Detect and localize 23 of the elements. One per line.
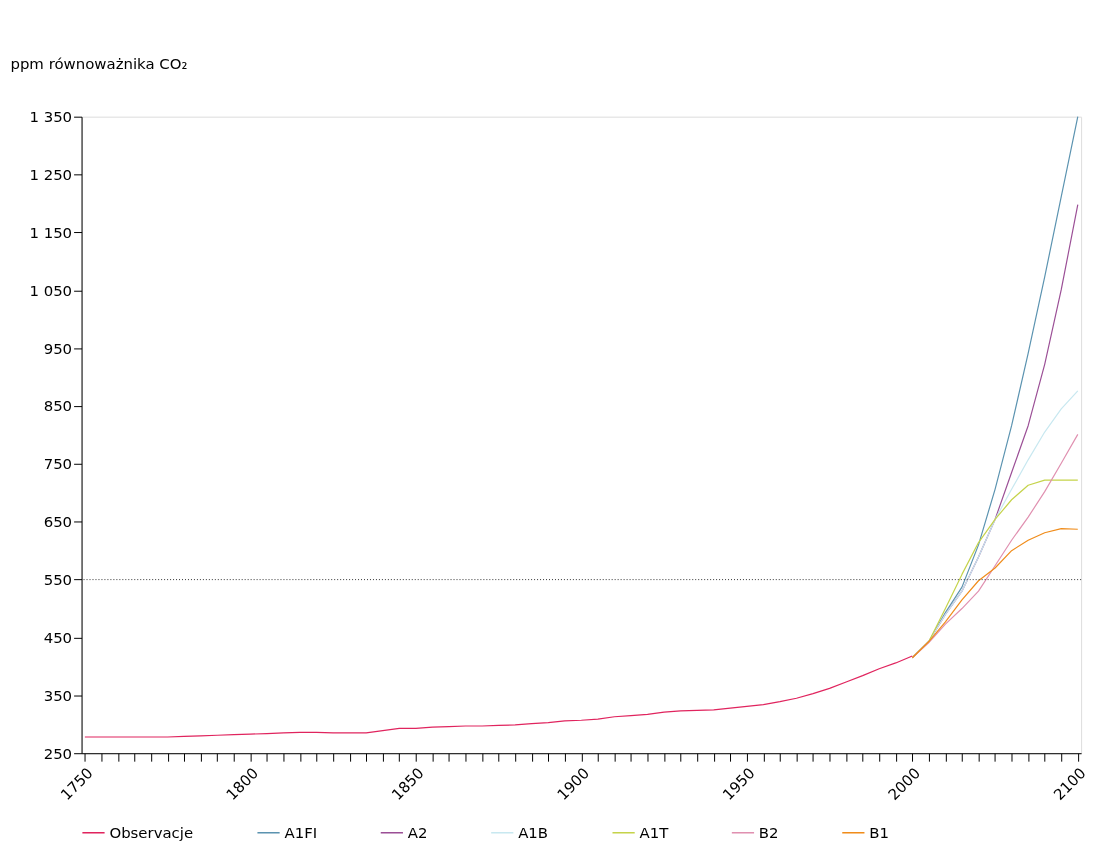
y-tick-label: 450 <box>43 628 73 647</box>
y-tick-label: 950 <box>43 339 73 358</box>
y-tick-label: 750 <box>43 455 73 474</box>
y-tick-label: 1 350 <box>29 108 73 127</box>
legend-label: A1T <box>639 823 670 842</box>
y-tick-label: 850 <box>43 397 73 416</box>
y-tick-label: 1 250 <box>29 166 73 185</box>
y-tick-label: 1 150 <box>29 223 73 242</box>
legend-label: Observacje <box>109 823 194 842</box>
y-tick-label: 550 <box>43 571 73 590</box>
legend-label: B2 <box>758 823 779 842</box>
y-tick-label: 250 <box>43 744 73 763</box>
legend-label: A2 <box>407 823 428 842</box>
y-tick-label: 650 <box>43 513 73 532</box>
legend-label: A1FI <box>284 823 318 842</box>
legend-label: B1 <box>869 823 889 842</box>
line-series <box>911 433 1079 659</box>
line-series <box>84 655 913 738</box>
legend-label: A1B <box>518 823 549 842</box>
y-tick-label: 350 <box>43 686 73 705</box>
y-tick-label: 1 050 <box>29 281 73 300</box>
y-axis-title: ppm równoważnika CO₂ <box>10 55 188 74</box>
line-series <box>911 528 1079 659</box>
